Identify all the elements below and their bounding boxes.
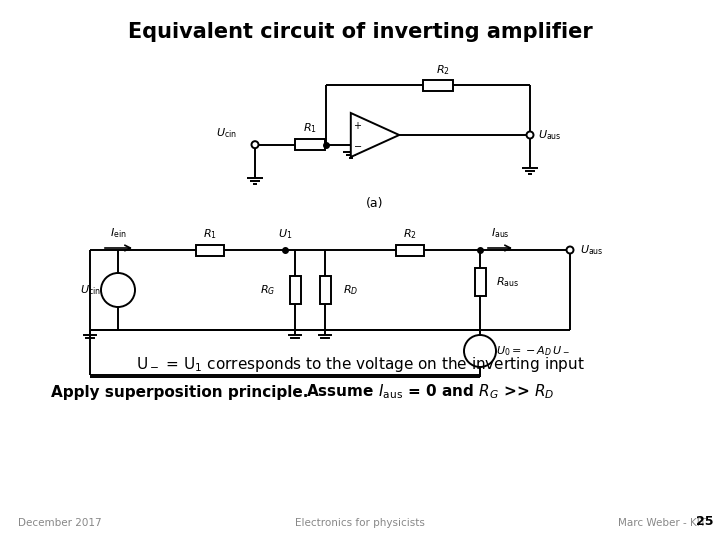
Circle shape <box>251 141 258 148</box>
Text: Apply superposition principle.: Apply superposition principle. <box>51 384 309 400</box>
Circle shape <box>101 273 135 307</box>
Circle shape <box>567 246 574 253</box>
Bar <box>295 139 325 150</box>
Text: Electronics for physicists: Electronics for physicists <box>295 518 425 528</box>
Text: $U_\mathrm{aus}$: $U_\mathrm{aus}$ <box>580 243 603 257</box>
Text: (a): (a) <box>366 197 384 210</box>
Polygon shape <box>351 113 399 157</box>
Text: $I_\mathrm{ein}$: $I_\mathrm{ein}$ <box>109 226 126 240</box>
Text: $R_G$: $R_G$ <box>260 283 275 297</box>
Text: $R_2$: $R_2$ <box>403 227 417 241</box>
Text: Assume $I_\mathrm{aus}$ = 0 and $R_G$ >> $R_D$: Assume $I_\mathrm{aus}$ = 0 and $R_G$ >>… <box>306 383 554 401</box>
Text: $R_\mathrm{aus}$: $R_\mathrm{aus}$ <box>496 275 519 289</box>
Bar <box>289 276 300 304</box>
Bar <box>474 268 485 296</box>
Text: $-$: $-$ <box>354 140 362 150</box>
Text: $R_D$: $R_D$ <box>343 283 359 297</box>
Text: $R_1$: $R_1$ <box>303 121 317 134</box>
Text: December 2017: December 2017 <box>18 518 102 528</box>
Bar <box>320 276 330 304</box>
Text: $I_\mathrm{aus}$: $I_\mathrm{aus}$ <box>490 226 509 240</box>
Text: $U_1$: $U_1$ <box>278 227 292 241</box>
Text: $U_\mathrm{aus}$: $U_\mathrm{aus}$ <box>538 128 562 142</box>
Text: $R_1$: $R_1$ <box>203 227 217 241</box>
Circle shape <box>464 335 496 367</box>
Text: $+$: $+$ <box>354 120 362 131</box>
Text: Marc Weber - KIT: Marc Weber - KIT <box>618 518 706 528</box>
Text: U$_-$ = U$_1$ corresponds to the voltage on the inverting input: U$_-$ = U$_1$ corresponds to the voltage… <box>135 355 585 375</box>
Bar <box>196 245 224 255</box>
Bar <box>423 79 453 91</box>
Circle shape <box>526 132 534 138</box>
Text: $U_0 = -A_D\,U_-$: $U_0 = -A_D\,U_-$ <box>496 344 570 358</box>
Text: $U_\mathrm{cin}$: $U_\mathrm{cin}$ <box>216 126 237 140</box>
Text: $R_2$: $R_2$ <box>436 63 450 77</box>
Text: Equivalent circuit of inverting amplifier: Equivalent circuit of inverting amplifie… <box>127 22 593 42</box>
Text: 25: 25 <box>696 515 714 528</box>
Bar <box>396 245 424 255</box>
Text: $U_\mathrm{cin}$: $U_\mathrm{cin}$ <box>79 283 101 297</box>
